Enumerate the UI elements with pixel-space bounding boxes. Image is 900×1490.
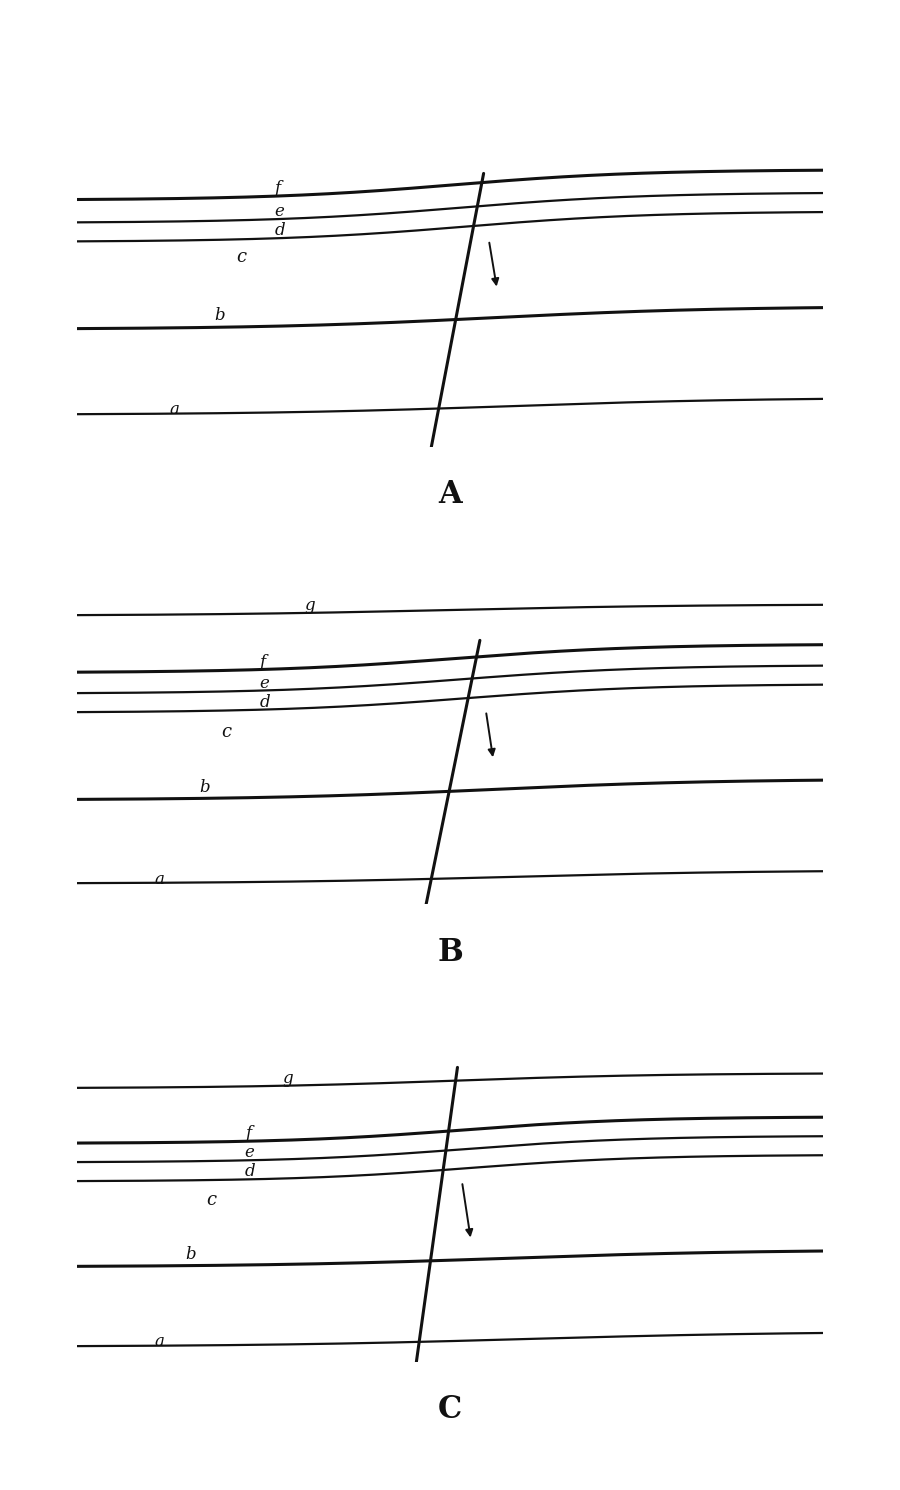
Text: d: d [274,222,285,240]
Text: d: d [259,694,270,711]
Text: f: f [245,1125,251,1143]
Text: e: e [259,675,269,691]
Text: d: d [245,1164,256,1180]
Text: a: a [170,401,180,419]
Text: g: g [282,1070,292,1086]
Text: c: c [206,1192,216,1210]
Text: b: b [184,1246,195,1264]
Text: e: e [245,1144,255,1161]
Text: b: b [215,307,225,325]
Text: a: a [155,1334,165,1350]
Text: e: e [274,203,284,221]
Text: A: A [438,480,462,510]
Text: c: c [236,247,246,267]
Text: f: f [274,180,281,197]
Text: f: f [259,654,266,670]
Text: b: b [200,779,211,796]
Text: c: c [220,723,231,741]
Text: B: B [437,937,463,967]
Text: g: g [304,597,315,614]
Text: a: a [155,870,165,888]
Text: C: C [438,1395,462,1424]
